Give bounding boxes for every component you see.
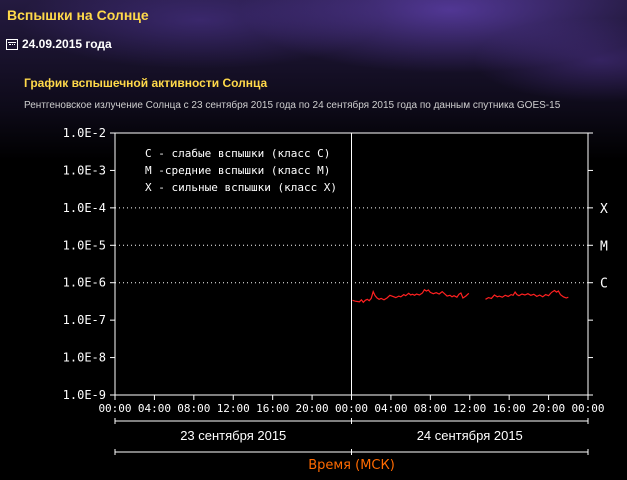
xray-flux-line <box>352 288 470 304</box>
y-tick-label: 1.0E-9 <box>63 388 106 402</box>
legend-entry: Х - сильные вспышки (класс Х) <box>145 181 337 194</box>
x-tick-label: 20:00 <box>532 402 565 415</box>
class-label-m: M <box>600 239 608 254</box>
page-title: Вспышки на Солнце <box>7 7 149 23</box>
date-row: 24.09.2015 года <box>6 37 112 51</box>
day-label: 23 сентября 2015 <box>180 428 286 443</box>
y-tick-label: 1.0E-4 <box>63 201 106 215</box>
x-tick-label: 08:00 <box>177 402 210 415</box>
x-tick-label: 20:00 <box>296 402 329 415</box>
y-tick-label: 1.0E-2 <box>63 126 106 140</box>
x-tick-label: 16:00 <box>493 402 526 415</box>
x-tick-label: 12:00 <box>217 402 250 415</box>
class-label-c: C <box>600 277 608 292</box>
day-label: 24 сентября 2015 <box>417 428 523 443</box>
legend-entry: М -средние вспышки (класс М) <box>145 164 330 177</box>
chart-heading: График вспышечной активности Солнца <box>24 76 268 90</box>
x-tick-label: 04:00 <box>374 402 407 415</box>
legend-entry: С - слабые вспышки (класс С) <box>145 147 330 160</box>
y-tick-label: 1.0E-7 <box>63 313 106 327</box>
x-tick-label: 08:00 <box>414 402 447 415</box>
xray-flux-line <box>485 289 569 300</box>
date-label: 24.09.2015 года <box>22 37 112 51</box>
y-tick-label: 1.0E-8 <box>63 351 106 365</box>
x-axis-label: Время (МСК) <box>308 458 395 473</box>
x-tick-label: 16:00 <box>256 402 289 415</box>
y-tick-label: 1.0E-6 <box>63 276 106 290</box>
class-label-x: X <box>600 202 608 217</box>
x-tick-label: 04:00 <box>138 402 171 415</box>
x-tick-label: 00:00 <box>335 402 368 415</box>
x-tick-label: 00:00 <box>98 402 131 415</box>
chart-subheading: Рентгеновское излучение Солнца с 23 сент… <box>24 100 561 111</box>
x-tick-label: 00:00 <box>571 402 604 415</box>
calendar-icon <box>6 38 18 50</box>
y-tick-label: 1.0E-5 <box>63 238 106 252</box>
y-tick-label: 1.0E-3 <box>63 163 106 177</box>
x-tick-label: 12:00 <box>453 402 486 415</box>
